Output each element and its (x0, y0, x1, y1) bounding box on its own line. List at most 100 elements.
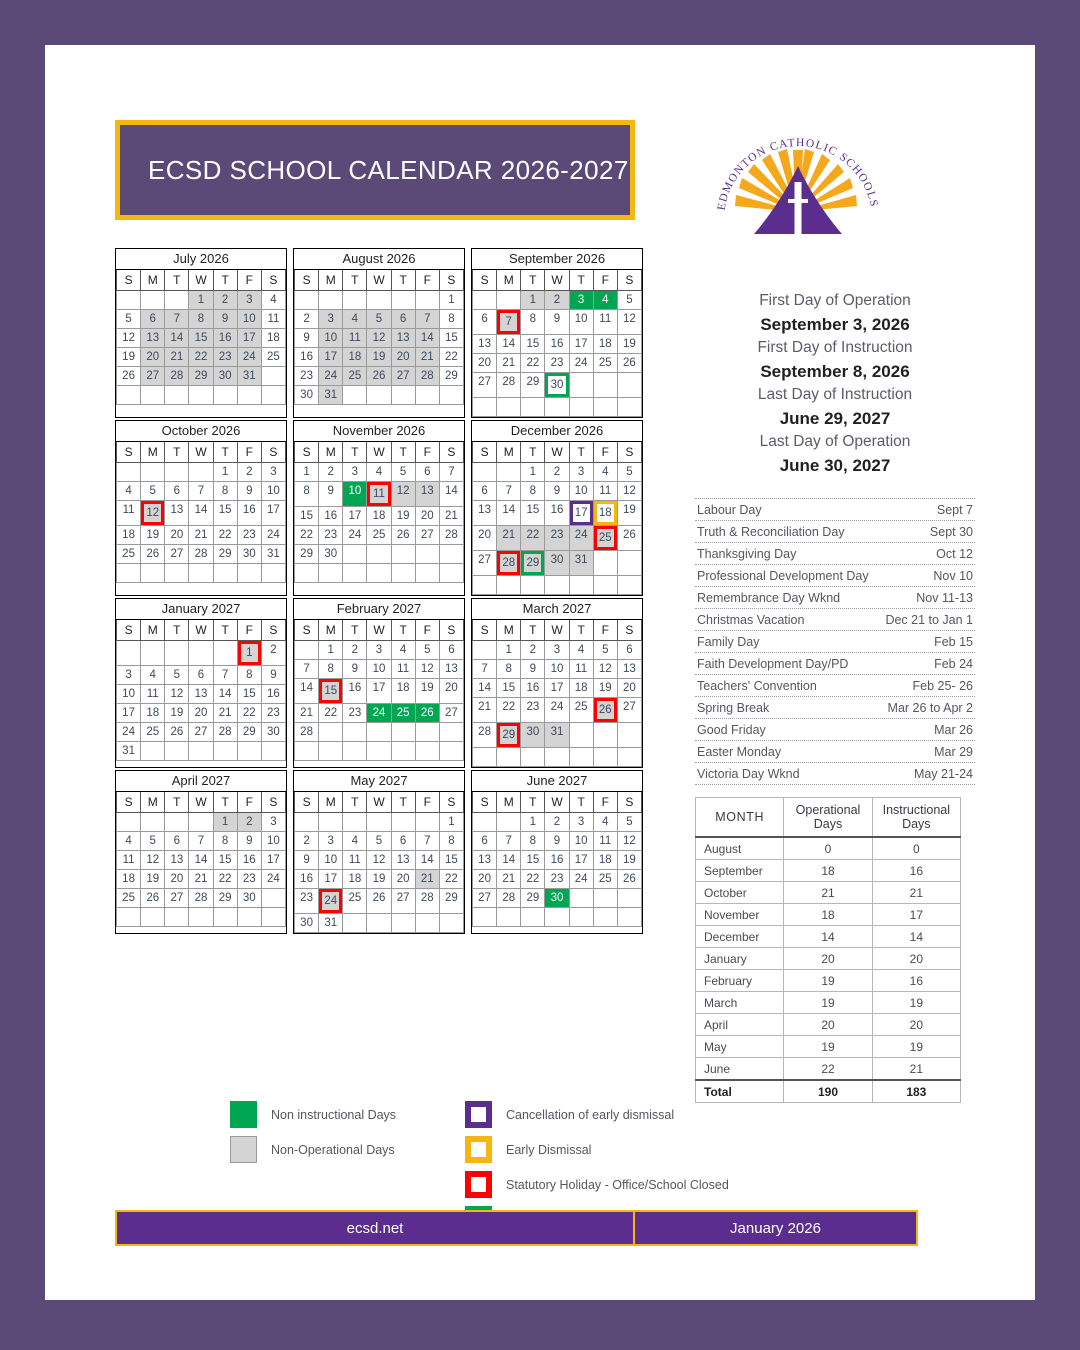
day-empty (367, 291, 390, 309)
day-cell: 30 (212, 366, 238, 386)
day-number: 11 (599, 835, 612, 847)
day-number: 6 (481, 313, 488, 325)
day-cell: 18 (140, 703, 166, 723)
day-cell: 2 (520, 640, 546, 660)
day-cell-empty (236, 385, 262, 405)
weekday-header: F (236, 270, 262, 291)
day-number: 1 (237, 641, 261, 665)
day-number: 9 (270, 669, 277, 681)
day-cell: 18 (568, 678, 594, 698)
day-number: 23 (550, 357, 564, 369)
day-cell: 5 (366, 831, 392, 851)
day-number: 29 (300, 548, 313, 560)
weekday-header: S (616, 442, 643, 463)
day-cell: 2 (293, 309, 320, 329)
day-number: 31 (324, 917, 338, 929)
weekday-header: T (342, 270, 368, 291)
day-cell: 16 (520, 678, 546, 698)
day-number: 10 (550, 663, 564, 675)
day-number: 14 (300, 682, 313, 694)
day-number: 29 (497, 723, 521, 747)
day-cell: 14 (188, 500, 214, 526)
day-cell: 24 (366, 703, 392, 723)
day-cell: 1 (438, 290, 465, 310)
weekday-header: S (471, 792, 498, 813)
day-cell-empty (471, 290, 498, 310)
day-empty (295, 291, 318, 309)
day-cell: 6 (471, 309, 498, 335)
days-table-cell-month: January (694, 947, 785, 970)
week-row: 14 15 16 17 18 19 20 (293, 678, 465, 704)
day-cell: 5 (140, 831, 166, 851)
day-number: 25 (391, 704, 415, 722)
day-cell-empty (342, 544, 368, 564)
day-cell: 13 (390, 850, 416, 870)
weekday-header: S (115, 270, 142, 291)
day-empty (521, 576, 544, 594)
day-cell: 3 (115, 665, 142, 685)
day-number: 4 (399, 644, 407, 656)
day-number: 10 (324, 854, 338, 866)
logo-svg: EDMONTON CATHOLIC SCHOOLS (716, 137, 879, 234)
day-cell: 28 (471, 722, 498, 748)
day-number: 19 (146, 529, 160, 541)
day-cell: 13 (188, 684, 214, 704)
day-number: 14 (502, 504, 516, 516)
day-cell: 13 (140, 328, 166, 348)
day-empty (367, 723, 390, 741)
holiday-date: Dec 21 to Jan 1 (885, 613, 973, 627)
day-cell: 30 (520, 722, 546, 748)
day-number: 15 (218, 504, 232, 516)
day-cell-empty (568, 397, 594, 417)
day-cell: 20 (140, 347, 166, 367)
day-cell: 4 (342, 309, 368, 329)
day-cell: 26 (140, 888, 166, 908)
day-number: 29 (445, 892, 458, 904)
day-cell: 12 (592, 659, 618, 679)
day-cell-empty (366, 290, 392, 310)
day-cell-empty (164, 812, 190, 832)
day-cell: 3 (342, 462, 368, 482)
weekday-header: W (366, 442, 392, 463)
day-empty (497, 398, 520, 416)
day-number: 2 (529, 644, 537, 656)
day-cell: 26 (140, 544, 166, 564)
day-cell: 20 (188, 703, 214, 723)
day-number: 2 (246, 466, 253, 478)
day-empty (262, 742, 285, 760)
day-cell: 17 (366, 678, 392, 704)
day-cell: 3 (318, 309, 344, 329)
day-cell: 13 (164, 500, 190, 526)
col-header-operational: Operational Days (783, 797, 873, 838)
day-number: 17 (319, 348, 343, 366)
day-cell-empty (236, 741, 262, 761)
day-number: 11 (146, 688, 159, 700)
weekday-header: M (496, 792, 522, 813)
day-number: 30 (545, 551, 569, 575)
day-number: 24 (319, 367, 343, 385)
days-table-total-row: Total 190 183 (694, 1079, 962, 1103)
day-empty (416, 564, 439, 582)
weekday-header: F (236, 620, 262, 641)
footer-website[interactable]: ecsd.net (115, 1210, 635, 1246)
day-cell-empty (260, 385, 287, 405)
day-cell: 22 (496, 697, 522, 723)
holiday-name: Thanksgiving Day (697, 547, 797, 561)
day-cell: 13 (471, 500, 498, 526)
day-cell: 2 (544, 462, 570, 482)
day-cell: 2 (342, 640, 368, 660)
day-number: 4 (149, 669, 156, 681)
day-number: 28 (218, 726, 232, 738)
footer-revision-date: January 2026 (633, 1210, 918, 1246)
weekday-header: T (164, 270, 190, 291)
weekday-header: T (390, 792, 416, 813)
day-cell: 14 (496, 334, 522, 354)
day-number: 2 (553, 816, 561, 828)
day-number: 19 (367, 348, 391, 366)
day-cell: 4 (115, 481, 142, 501)
day-empty (545, 576, 568, 594)
day-number: 2 (553, 466, 561, 478)
day-empty (618, 889, 641, 907)
day-empty (545, 908, 568, 926)
